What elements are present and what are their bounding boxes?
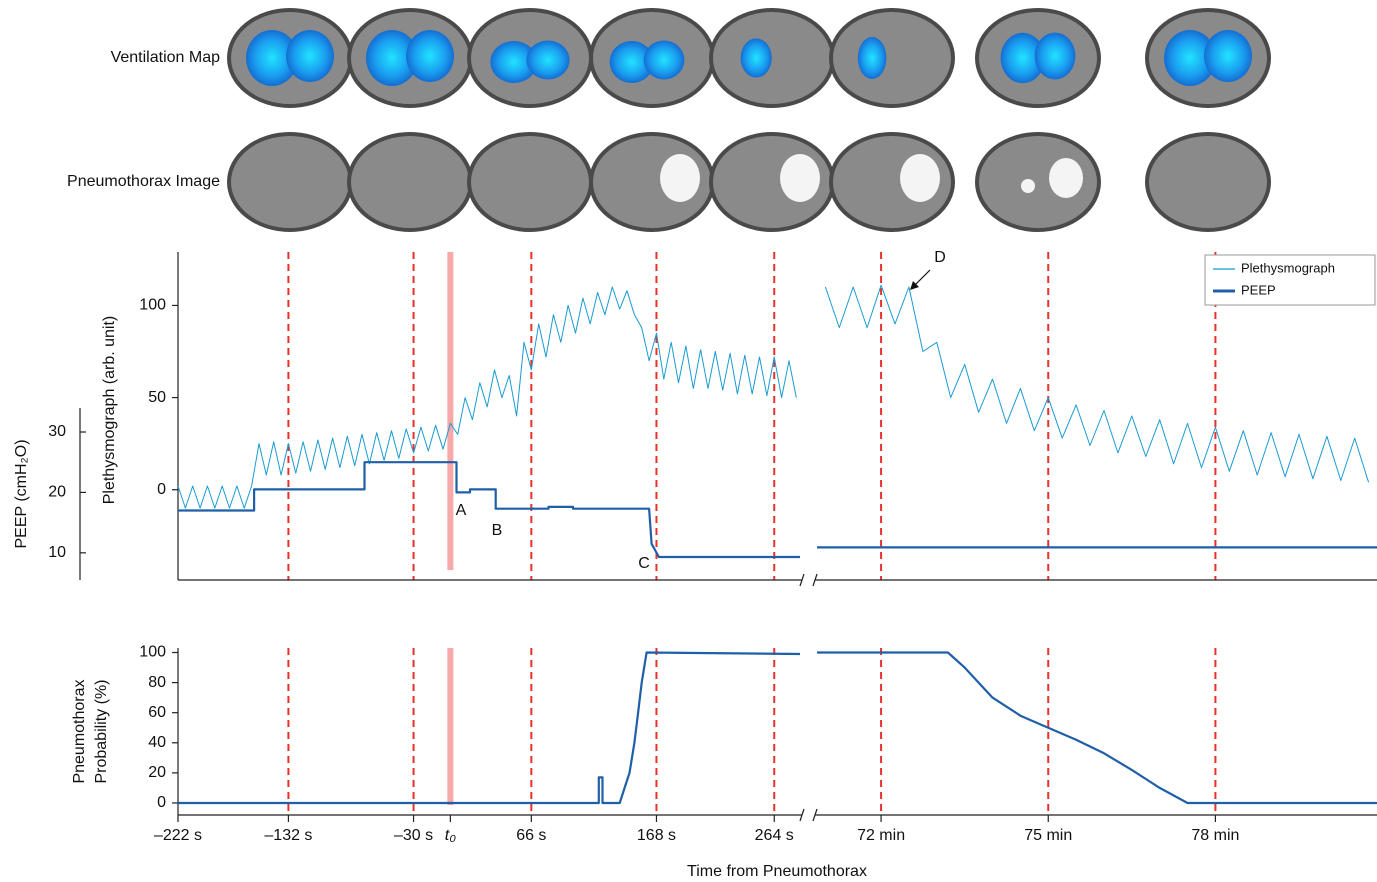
legend-label: PEEP [1241,282,1276,297]
lung-right [1204,30,1252,82]
y-tick-label: 0 [157,794,166,811]
x-tick-label: –132 s [264,827,312,844]
x-tick-label: –30 s [394,827,433,844]
series-line [177,286,797,509]
pneumothorax-region [780,154,820,202]
y-axis-title: Plethysmograph (arb. unit) [101,316,118,505]
pneumothorax-region [660,154,700,202]
annotation: A [456,502,467,519]
pneumothorax-region [900,154,940,202]
lung-left [740,38,772,78]
image-rows: Ventilation Map Pneumothorax Image [67,8,1271,232]
lung-right [406,30,454,82]
thorax-outline [709,8,835,108]
thorax-outline [347,132,473,232]
y2-tick-label: 10 [48,544,66,561]
lung-left [366,30,418,86]
row-label: Pneumothorax Image [67,173,220,190]
x-tick-label: 168 s [637,827,676,844]
annotation: D [934,249,946,266]
series-line [824,284,1370,483]
y-tick-label: 100 [139,644,166,661]
y-tick-label: 100 [139,297,166,314]
x-tick-label: 72 min [857,827,905,844]
thorax-outline [975,132,1101,232]
x-tick-label: 78 min [1191,827,1239,844]
series-line [817,651,1377,805]
pneumothorax-region [1049,158,1083,198]
thorax-outline [227,132,353,232]
highlight-band [447,648,454,805]
y-tick-label: 20 [148,764,166,781]
series-line [178,461,800,559]
x-axis-title: Time from Pneumothorax [687,863,867,880]
lung-left [246,30,298,86]
y-tick-label: 50 [148,389,166,406]
y-tick-label: 60 [148,704,166,721]
row-label: Ventilation Map [111,49,221,66]
thorax-outline [829,8,955,108]
thorax-outline [1145,132,1271,232]
y-tick-label: 80 [148,674,166,691]
lung-left [490,41,538,83]
y-tick-label: 40 [148,734,166,751]
x-tick-label: 66 s [516,827,546,844]
lung-left [1000,32,1045,84]
x-tick-label: 75 min [1024,827,1072,844]
x-tick-label: –222 s [154,827,202,844]
lung-left [857,37,887,79]
legend-label: Plethysmograph [1241,260,1335,275]
thorax-outline [467,132,593,232]
y2-tick-label: 20 [48,484,66,501]
annotation: B [492,522,503,539]
lung-right [643,40,685,80]
legend-box [1204,254,1376,306]
axis-break [812,808,818,822]
y-tick-label: 0 [157,481,166,498]
axis-break [799,808,805,822]
axis-break [799,573,805,587]
y2-tick-label: 30 [48,423,66,440]
lung-right [526,40,570,80]
axis-break [812,573,818,587]
highlight-band [447,252,454,570]
y-axis-title: Pneumothorax [71,679,88,783]
lung-left [1164,30,1216,86]
lung-left [609,41,654,83]
y-axis-title: Probability (%) [93,679,110,783]
pneumothorax-region [1021,179,1035,193]
lung-right [1034,32,1076,80]
y2-axis-title: PEEP (cmH₂O) [13,439,30,548]
x-tick-label: 264 s [755,827,794,844]
lung-right [286,30,334,82]
annotation: C [638,555,650,572]
annotation-arrowhead [910,281,919,290]
x-tick-label: t₀ [445,827,456,844]
series-line [178,651,801,805]
